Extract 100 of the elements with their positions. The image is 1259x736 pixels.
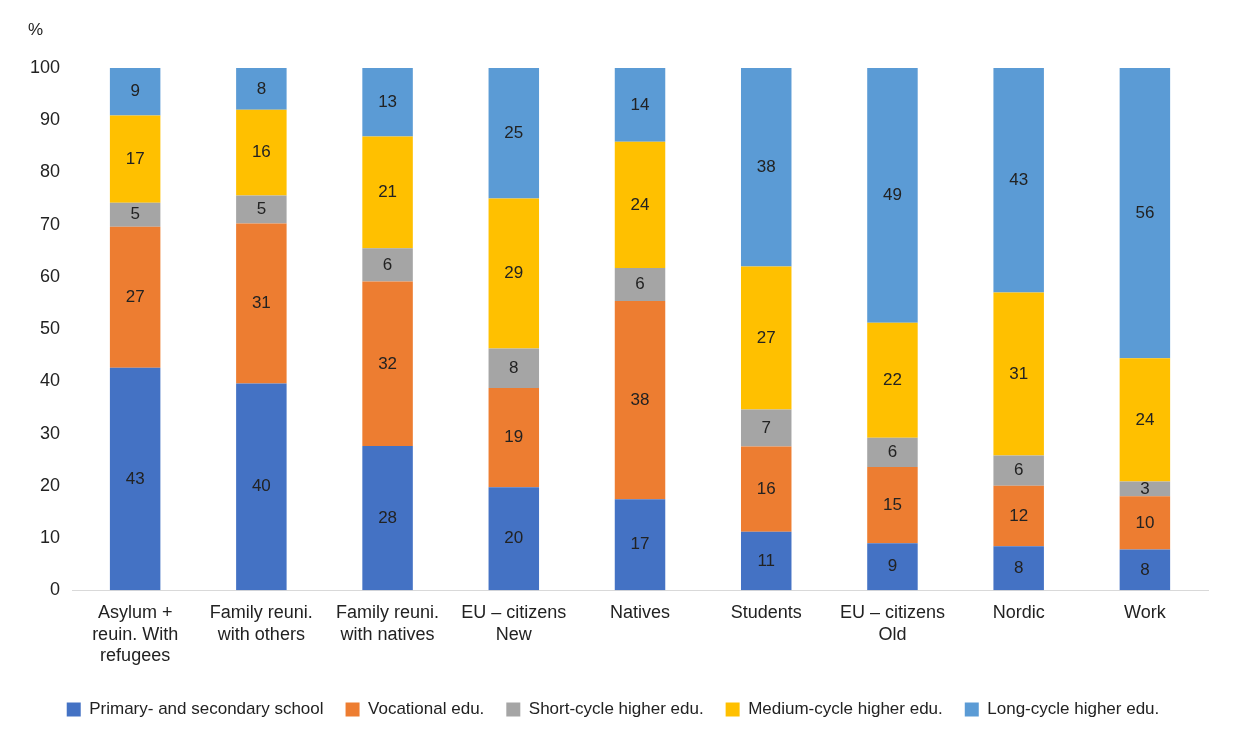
bar — [362, 68, 413, 137]
y-axis-title: % — [28, 19, 44, 39]
bar — [740, 409, 792, 447]
bar — [236, 223, 287, 384]
bar — [1119, 549, 1171, 591]
y-tick-label: 50 — [40, 318, 61, 339]
bar — [993, 546, 1044, 591]
y-tick-label: 40 — [40, 370, 61, 391]
bar — [740, 266, 792, 410]
bar — [867, 68, 918, 323]
bar — [362, 136, 413, 249]
data-label: 43 — [125, 468, 145, 488]
data-label: 24 — [630, 194, 650, 214]
data-label: 28 — [378, 507, 398, 527]
legend-label: Long-cycle higher edu. — [987, 699, 1160, 719]
bar — [740, 531, 792, 591]
x-tick-label: Natives — [610, 601, 671, 622]
bar — [362, 248, 413, 282]
data-label: 40 — [251, 476, 271, 496]
bar — [488, 68, 540, 199]
bar — [740, 68, 792, 267]
bar — [109, 68, 161, 116]
y-tick-label: 0 — [50, 579, 61, 600]
data-label: 6 — [635, 274, 645, 294]
data-label: 29 — [504, 263, 524, 283]
data-label: 5 — [130, 204, 140, 224]
x-tick-label: Family reuni. with others — [209, 601, 313, 644]
bar — [867, 322, 918, 438]
data-label: 10 — [1135, 512, 1155, 532]
bar — [614, 499, 666, 591]
data-label: 9 — [887, 556, 898, 576]
bar — [1119, 358, 1171, 482]
data-label: 12 — [1009, 505, 1029, 525]
bar — [614, 300, 666, 500]
bar — [488, 487, 540, 591]
bar — [993, 455, 1044, 486]
bar — [109, 115, 161, 203]
bar — [993, 68, 1044, 293]
bar — [867, 543, 918, 591]
data-label: 8 — [1140, 559, 1150, 579]
bar — [993, 292, 1044, 456]
x-tick-label: EU – citizens Old — [839, 601, 945, 644]
legend-label: Vocational edu. — [368, 699, 485, 719]
x-tick-label: Asylum + reuin. With refugees — [92, 601, 179, 666]
bar — [488, 388, 540, 488]
data-label: 25 — [504, 122, 524, 142]
y-tick-label: 70 — [40, 213, 61, 234]
data-label: 27 — [756, 327, 776, 347]
data-label: 38 — [756, 156, 776, 176]
data-label: 6 — [382, 254, 393, 274]
data-label: 8 — [256, 78, 267, 98]
legend-label: Primary- and secondary school — [89, 699, 324, 719]
data-label: 43 — [1009, 169, 1029, 189]
x-tick-label: Students — [730, 601, 802, 622]
data-label: 9 — [130, 81, 140, 101]
data-label: 11 — [757, 550, 776, 570]
data-label: 27 — [125, 286, 145, 306]
bar — [740, 446, 792, 532]
data-label: 31 — [1009, 363, 1029, 383]
x-tick-label: Family reuni. with natives — [336, 601, 440, 644]
bar — [993, 485, 1044, 547]
y-tick-label: 10 — [40, 526, 61, 547]
bar — [867, 437, 918, 467]
bar — [109, 202, 161, 227]
x-tick-label: Work — [1124, 601, 1167, 622]
bar — [1119, 496, 1171, 550]
legend-label: Medium-cycle higher edu. — [748, 699, 943, 719]
data-label: 17 — [125, 148, 145, 168]
bar — [614, 268, 666, 301]
y-tick-label: 20 — [40, 474, 61, 495]
data-label: 32 — [378, 353, 398, 373]
bar — [109, 226, 161, 368]
data-label: 22 — [882, 369, 902, 389]
bar — [614, 141, 666, 268]
bar — [362, 446, 413, 591]
data-label: 24 — [1135, 409, 1155, 429]
bar — [362, 281, 413, 447]
data-label: 5 — [256, 199, 267, 219]
bar — [109, 367, 161, 591]
y-tick-label: 100 — [29, 56, 61, 77]
data-label: 49 — [882, 185, 902, 205]
bar — [488, 198, 540, 349]
bar — [867, 466, 918, 544]
data-label: 38 — [630, 389, 650, 409]
y-tick-label: 90 — [40, 109, 61, 130]
bar — [236, 383, 287, 591]
legend-label: Short-cycle higher edu. — [528, 699, 704, 719]
bar — [488, 348, 540, 389]
data-label: 7 — [761, 417, 771, 437]
bar — [614, 68, 666, 142]
y-tick-label: 80 — [40, 161, 61, 182]
y-tick-label: 30 — [40, 422, 61, 443]
data-label: 14 — [630, 94, 650, 114]
data-label: 56 — [1135, 202, 1155, 222]
data-label: 8 — [509, 357, 519, 377]
data-label: 6 — [887, 442, 898, 462]
x-tick-label: Nordic — [992, 601, 1045, 622]
data-label: 6 — [1013, 460, 1024, 480]
bar — [236, 195, 287, 224]
bar — [1119, 68, 1171, 359]
